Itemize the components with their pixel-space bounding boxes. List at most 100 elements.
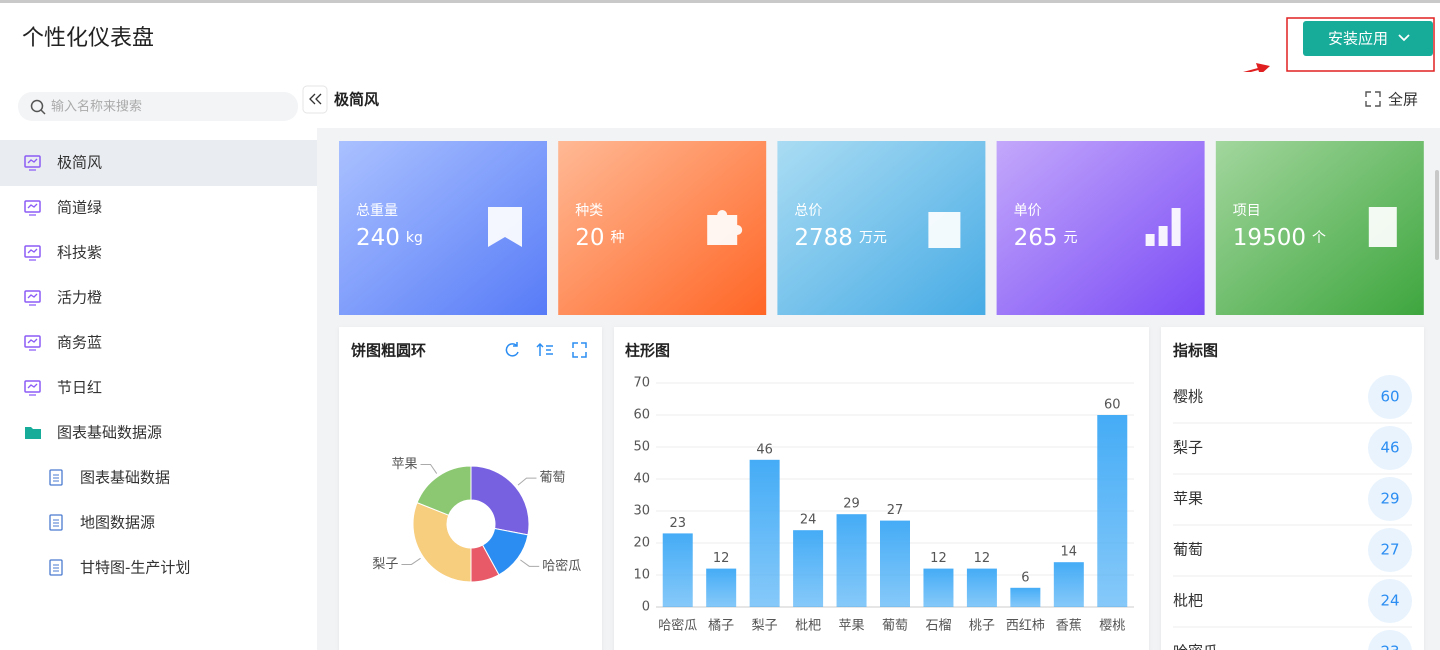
search-icon (30, 99, 44, 113)
bar-value-label: 14 (1061, 545, 1078, 560)
indicator-value: 27 (1380, 541, 1399, 559)
indicator-badge (1368, 375, 1412, 419)
bar (662, 533, 693, 607)
kpi-label: 总价 (794, 203, 822, 219)
monitor-icon (24, 245, 41, 258)
sidebar-subitem[interactable]: 地图数据源 (49, 514, 155, 532)
pie-tools[interactable] (505, 342, 587, 358)
collapse-bg[interactable] (302, 85, 328, 114)
bar-value-label: 29 (843, 497, 860, 512)
pie-leader (420, 463, 438, 474)
sidebar-subitem[interactable]: 图表基础数据 (49, 469, 170, 487)
y-tick-label: 40 (633, 472, 650, 487)
sidebar-item[interactable]: 活力橙 (24, 289, 102, 307)
kpi-value: 240 (356, 225, 400, 251)
bar (1010, 587, 1041, 607)
x-tick-label: 桃子 (969, 619, 995, 634)
sidebar-item-label[interactable]: 图表基础数据源 (57, 424, 162, 442)
kpi-label: 单价 (1014, 203, 1042, 219)
sidebar-item-label[interactable]: 活力橙 (57, 289, 102, 307)
pie-label: 梨子 (372, 557, 398, 572)
search-box[interactable]: 输入名称来搜索 (18, 92, 298, 121)
doc-icon-lines (53, 519, 59, 527)
x-tick-label: 哈密瓜 (658, 618, 697, 634)
top-border (0, 0, 1440, 3)
y-tick-label: 30 (633, 504, 650, 519)
y-tick-label: 60 (633, 408, 650, 423)
doc-icon (49, 559, 63, 576)
monitor-icon (24, 380, 41, 393)
kpi-value-line: 2788 万元 (794, 225, 887, 251)
sidebar-item[interactable]: 商务蓝 (24, 334, 102, 352)
doc-icon (49, 469, 63, 486)
fullscreen-button[interactable]: 全屏 (1365, 91, 1418, 109)
kpi-card: 总重量 240 kg (339, 141, 547, 315)
indicator-value: 24 (1380, 592, 1399, 610)
monitor-icon (24, 335, 41, 348)
sidebar-item[interactable]: 节日红 (24, 379, 102, 397)
button-label[interactable]: 安装应用 (1328, 30, 1388, 48)
sidebar-subitem-label[interactable]: 图表基础数据 (80, 469, 170, 487)
sidebar-item-label[interactable]: 极简风 (57, 154, 102, 172)
kpi-unit: 万元 (859, 230, 887, 246)
kpi-label: 种类 (575, 203, 603, 219)
indicator-badge (1368, 528, 1412, 572)
y-tick-label: 20 (633, 536, 650, 551)
kpi-card: 单价 265 元 (996, 141, 1205, 315)
refresh-icon[interactable] (505, 342, 519, 357)
sidebar-item[interactable]: 简道绿 (24, 199, 102, 217)
sort-icon[interactable] (536, 342, 553, 356)
monitor-icon-detail (27, 338, 38, 351)
kpi-unit: 元 (1064, 230, 1078, 246)
sidebar-item[interactable]: 图表基础数据源 (25, 424, 162, 442)
bar (749, 459, 780, 607)
pie-leader (517, 477, 537, 486)
bar-value-label: 24 (800, 513, 817, 528)
indicator-value: 60 (1380, 388, 1399, 406)
monitor-icon-detail (27, 383, 38, 396)
pie-label: 苹果 (392, 457, 418, 472)
search-placeholder[interactable]: 输入名称来搜索 (51, 99, 142, 115)
sidebar-item-label[interactable]: 商务蓝 (57, 334, 102, 352)
sidebar-item-label[interactable]: 节日红 (57, 379, 102, 397)
bar-value-label: 12 (930, 551, 947, 566)
fullscreen-icon (1365, 91, 1381, 107)
kpi-label: 项目 (1233, 203, 1261, 219)
button-bg[interactable] (1303, 21, 1433, 56)
sidebar-subitem-label[interactable]: 地图数据源 (80, 514, 155, 532)
sidebar-subitem[interactable]: 甘特图-生产计划 (49, 559, 190, 577)
kpi-unit: kg (406, 230, 423, 246)
fullscreen-label[interactable]: 全屏 (1388, 91, 1418, 109)
kpi-icon (707, 210, 743, 245)
x-tick-label: 石榴 (925, 619, 951, 634)
bar (1097, 415, 1128, 607)
kpi-value-line: 240 kg (356, 225, 423, 251)
indicator-badge (1368, 426, 1412, 470)
highlight-box (1286, 17, 1435, 72)
sidebar-item-label[interactable]: 简道绿 (57, 199, 102, 217)
kpi-icon (488, 207, 522, 247)
x-tick-label: 葡萄 (882, 619, 908, 634)
sidebar-item[interactable]: 科技紫 (24, 244, 102, 262)
kpi-card: 种类 20 种 (558, 141, 767, 315)
pie-slice (412, 501, 472, 583)
indicator-value: 29 (1380, 490, 1399, 508)
install-button[interactable]: 安装应用 (1303, 21, 1433, 56)
active-bg[interactable] (0, 140, 317, 186)
sidebar-subitem-label[interactable]: 甘特图-生产计划 (80, 559, 190, 577)
monitor-icon (24, 200, 41, 213)
kpi-icon (928, 206, 961, 248)
pie-label: 葡萄 (539, 471, 565, 486)
sidebar-item-label[interactable]: 科技紫 (57, 244, 102, 262)
search-bg[interactable] (18, 92, 298, 121)
kpi-icon (1145, 208, 1181, 246)
pie-label: 哈密瓜 (542, 558, 581, 574)
x-tick-label: 樱桃 (1099, 618, 1125, 634)
kpi-bg (996, 141, 1205, 315)
expand-icon[interactable] (572, 342, 587, 358)
bar (793, 530, 824, 607)
collapse-button[interactable] (302, 85, 328, 114)
scrollbar (1435, 170, 1439, 260)
sidebar-item[interactable]: 极简风 (0, 140, 317, 186)
